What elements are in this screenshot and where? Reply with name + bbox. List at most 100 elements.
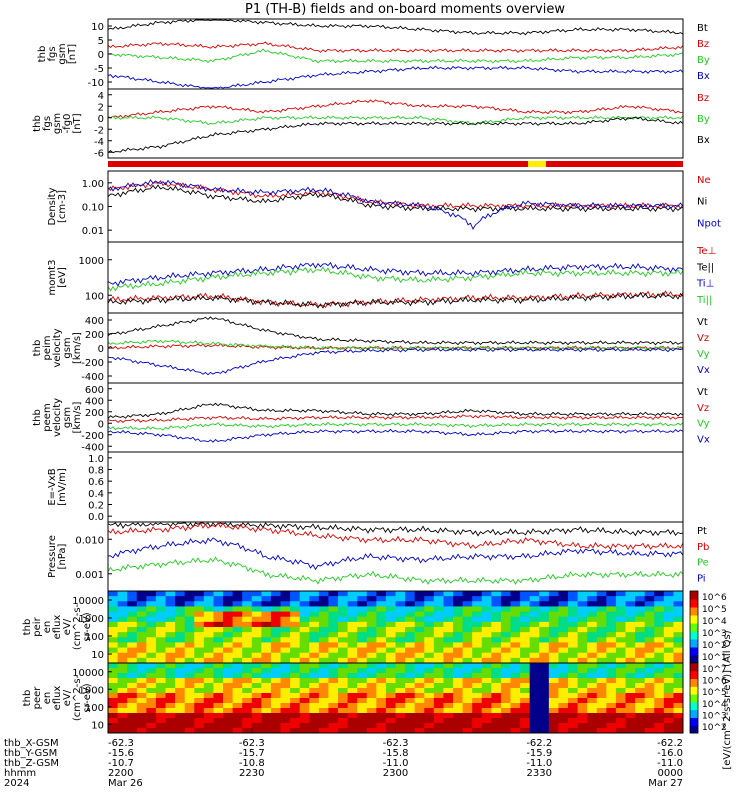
heatmap-cell xyxy=(500,616,511,623)
heatmap-cell xyxy=(568,652,579,659)
heatmap-cell xyxy=(606,621,617,628)
heatmap-cell xyxy=(500,688,511,694)
heatmap-cell xyxy=(577,693,588,699)
heatmap-cell xyxy=(500,652,511,659)
heatmap-cell xyxy=(433,652,444,659)
heatmap-cell xyxy=(673,723,684,729)
heatmap-cell xyxy=(520,647,531,654)
heatmap-cell xyxy=(376,642,387,649)
legend-label: Pb xyxy=(697,542,709,553)
heatmap-cell xyxy=(472,698,483,704)
heatmap-cell xyxy=(223,652,234,659)
heatmap-cell xyxy=(405,713,416,719)
heatmap-cell xyxy=(328,627,339,633)
heatmap-cell xyxy=(615,663,626,669)
heatmap-cell xyxy=(357,708,368,714)
heatmap-cell xyxy=(568,627,579,633)
heatmap-cell xyxy=(663,668,674,674)
heatmap-cell xyxy=(443,668,454,674)
heatmap-cell xyxy=(596,673,607,679)
y-tick-label: 400 xyxy=(85,396,104,407)
heatmap-cell xyxy=(309,606,320,613)
heatmap-cell xyxy=(338,718,349,724)
heatmap-cell xyxy=(385,632,396,638)
heatmap-cell xyxy=(548,723,559,729)
heatmap-cell xyxy=(548,591,559,597)
heatmap-cell xyxy=(453,663,464,669)
y-tick-label: 0 xyxy=(98,50,104,61)
heatmap-cell xyxy=(462,683,473,689)
heatmap-cell xyxy=(155,596,166,602)
heatmap-cell xyxy=(568,637,579,643)
heatmap-cell xyxy=(472,591,483,597)
heatmap-cell xyxy=(376,718,387,724)
heatmap-cell xyxy=(615,703,626,709)
heatmap-cell xyxy=(127,718,138,724)
heatmap-cell xyxy=(338,703,349,709)
heatmap-cell xyxy=(127,637,138,643)
heatmap-cell xyxy=(175,611,186,618)
heatmap-cell xyxy=(261,668,272,674)
y-axis-label: peer xyxy=(32,686,43,710)
heatmap-cell xyxy=(309,601,320,607)
heatmap-cell xyxy=(548,708,559,714)
heatmap-cell xyxy=(309,723,320,729)
heatmap-cell xyxy=(347,693,358,699)
heatmap-cell xyxy=(529,606,540,613)
heatmap-cell xyxy=(510,601,521,607)
y-axis-label: [nT] xyxy=(67,44,78,64)
heatmap-cell xyxy=(654,596,665,602)
heatmap-cell xyxy=(596,632,607,638)
heatmap-cell xyxy=(625,683,636,689)
heatmap-cell xyxy=(251,616,262,623)
heatmap-cell xyxy=(568,632,579,638)
heatmap-cell xyxy=(405,708,416,714)
heatmap-cell xyxy=(568,723,579,729)
heatmap-cell xyxy=(280,668,291,674)
heatmap-cell xyxy=(625,647,636,654)
heatmap-cell xyxy=(376,627,387,633)
heatmap-cell xyxy=(481,621,492,628)
heatmap-cell xyxy=(309,591,320,597)
colorbar-segment xyxy=(690,615,698,624)
heatmap-cell xyxy=(673,688,684,694)
heatmap-cell xyxy=(117,718,128,724)
heatmap-cell xyxy=(213,668,224,674)
heatmap-cell xyxy=(184,606,195,613)
heatmap-cell xyxy=(318,627,329,633)
heatmap-cell xyxy=(596,616,607,623)
heatmap-cell xyxy=(299,698,310,704)
heatmap-cell xyxy=(539,693,550,699)
heatmap-cell xyxy=(635,668,646,674)
heatmap-cell xyxy=(184,663,195,669)
heatmap-cell xyxy=(203,621,214,628)
heatmap-cell xyxy=(510,713,521,719)
heatmap-cell xyxy=(251,621,262,628)
heatmap-cell xyxy=(175,637,186,643)
y-axis-label: (cm^2-s- xyxy=(72,603,83,650)
heatmap-cell xyxy=(587,698,598,704)
heatmap-cell xyxy=(328,632,339,638)
heatmap-cell xyxy=(491,606,502,613)
heatmap-cell xyxy=(491,683,502,689)
heatmap-cell xyxy=(290,627,301,633)
heatmap-cell xyxy=(587,693,598,699)
heatmap-cell xyxy=(385,683,396,689)
heatmap-cell xyxy=(108,708,119,714)
heatmap-cell xyxy=(232,693,243,699)
heatmap-cell xyxy=(280,703,291,709)
heatmap-cell xyxy=(644,642,655,649)
heatmap-cell xyxy=(644,683,655,689)
heatmap-cell xyxy=(385,718,396,724)
heatmap-cell xyxy=(357,673,368,679)
heatmap-cell xyxy=(175,678,186,684)
heatmap-cell xyxy=(366,642,377,649)
heatmap-cell xyxy=(232,606,243,613)
heatmap-cell xyxy=(194,621,205,628)
heatmap-cell xyxy=(194,616,205,623)
heatmap-cell xyxy=(376,703,387,709)
heatmap-cell xyxy=(108,652,119,659)
heatmap-cell xyxy=(654,703,665,709)
heatmap-cell xyxy=(587,601,598,607)
heatmap-cell xyxy=(568,616,579,623)
